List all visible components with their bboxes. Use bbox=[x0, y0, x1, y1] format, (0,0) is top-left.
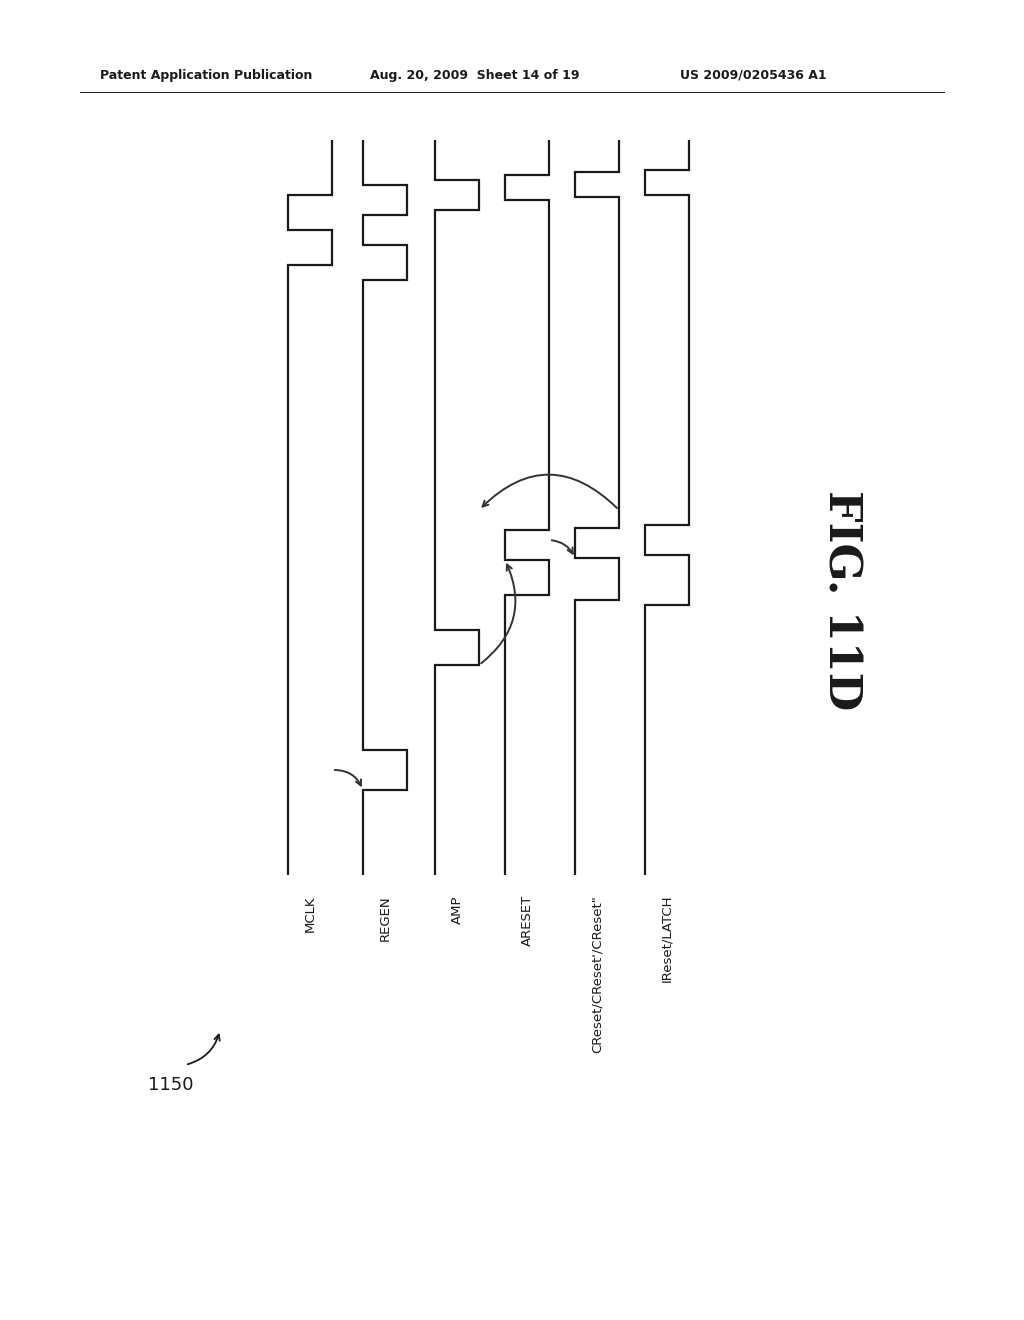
Text: 1150: 1150 bbox=[148, 1076, 194, 1094]
Text: FIG. 11D: FIG. 11D bbox=[820, 490, 863, 710]
Text: US 2009/0205436 A1: US 2009/0205436 A1 bbox=[680, 69, 826, 82]
Text: CReset/CReset'/CReset": CReset/CReset'/CReset" bbox=[591, 895, 603, 1053]
Text: AMP: AMP bbox=[451, 895, 464, 924]
Text: Aug. 20, 2009  Sheet 14 of 19: Aug. 20, 2009 Sheet 14 of 19 bbox=[370, 69, 580, 82]
Text: IReset/LATCH: IReset/LATCH bbox=[660, 895, 674, 982]
Text: Patent Application Publication: Patent Application Publication bbox=[100, 69, 312, 82]
Text: REGEN: REGEN bbox=[379, 895, 391, 941]
Text: ARESET: ARESET bbox=[520, 895, 534, 946]
Text: MCLK: MCLK bbox=[303, 895, 316, 932]
